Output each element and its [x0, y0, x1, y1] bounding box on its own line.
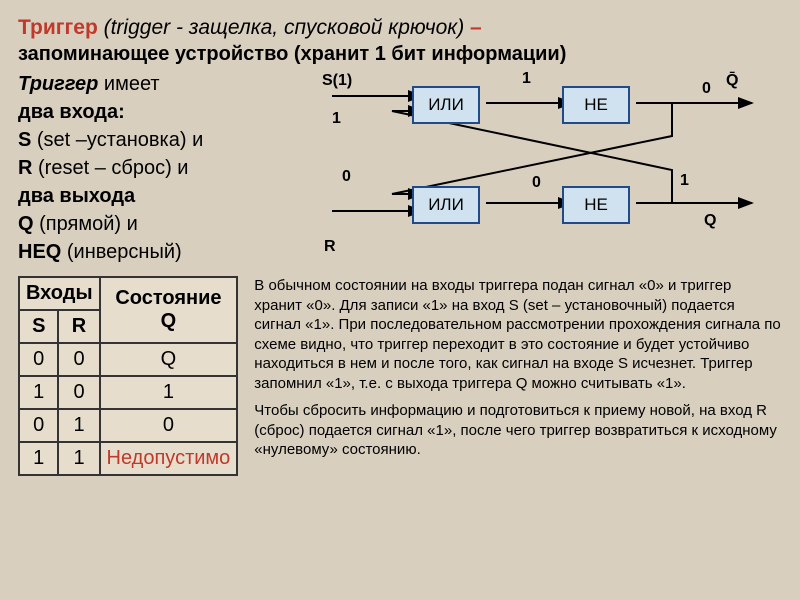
l7b: (инверсный) — [61, 241, 181, 263]
label-0-mid: 0 — [532, 174, 541, 192]
cell: Q — [100, 343, 238, 376]
label-Q: Q — [704, 212, 716, 230]
l6a: Q — [18, 213, 34, 235]
title-etym: (trigger - защелка, спусковой крючок) — [104, 16, 465, 39]
inputs-description: Триггер имеет два входа: S (set –установ… — [18, 70, 288, 266]
label-S: S(1) — [322, 72, 352, 90]
l2: два входа: — [18, 98, 288, 126]
l6b: (прямой) и — [34, 213, 138, 235]
th-state-q: Q — [161, 310, 177, 332]
gate-not1: НЕ — [562, 86, 630, 124]
cell-invalid: Недопустимо — [100, 442, 238, 475]
cell: 1 — [58, 409, 99, 442]
l4b: (reset – сброс) и — [32, 157, 188, 179]
trigger-diagram: ИЛИ НЕ ИЛИ НЕ S(1) 1 0 1 0 0 1 Q R Q̄ — [302, 66, 782, 266]
cell: 0 — [100, 409, 238, 442]
label-1-top: 1 — [522, 70, 531, 88]
cell: 0 — [19, 409, 58, 442]
label-0-tr: 0 — [702, 80, 711, 98]
truth-table: Входы Состояние Q S R 0 0 Q 1 0 1 — [18, 276, 238, 476]
title-block: Триггер (trigger - защелка, спусковой кр… — [18, 14, 782, 66]
table-row: 1 0 1 — [19, 376, 237, 409]
title-definition: запоминающее устройство (хранит 1 бит ин… — [18, 43, 782, 66]
l4a: R — [18, 157, 32, 179]
title-dash: – — [470, 16, 482, 39]
cell: 0 — [58, 376, 99, 409]
l3a: S — [18, 129, 31, 151]
cell: 1 — [58, 442, 99, 475]
table-row: 1 1 Недопустимо — [19, 442, 237, 475]
th-inputs: Входы — [19, 277, 100, 310]
th-R: R — [58, 310, 99, 343]
table-row: 0 1 0 — [19, 409, 237, 442]
gate-not2: НЕ — [562, 186, 630, 224]
label-R: R — [324, 238, 336, 256]
para-2: Чтобы сбросить информацию и подготовитьс… — [254, 401, 782, 460]
title-word: Триггер — [18, 16, 98, 39]
cell: 1 — [100, 376, 238, 409]
label-Qbar: Q̄ — [726, 72, 738, 90]
l1b: имеет — [98, 73, 159, 95]
label-1-left: 1 — [332, 110, 341, 128]
table-row: 0 0 Q — [19, 343, 237, 376]
l5: два выхода — [18, 182, 288, 210]
l1a: Триггер — [18, 73, 98, 95]
cell: 1 — [19, 376, 58, 409]
cell: 0 — [58, 343, 99, 376]
label-1-right: 1 — [680, 172, 689, 190]
cell: 1 — [19, 442, 58, 475]
th-state: Состояние Q — [100, 277, 238, 343]
th-state-label: Состояние — [115, 287, 221, 309]
l7a: НЕQ — [18, 241, 61, 263]
th-S: S — [19, 310, 58, 343]
cell: 0 — [19, 343, 58, 376]
label-0-left: 0 — [342, 168, 351, 186]
explanation-paragraphs: В обычном состоянии на входы триггера по… — [254, 276, 782, 476]
para-1: В обычном состоянии на входы триггера по… — [254, 276, 782, 393]
gate-or2: ИЛИ — [412, 186, 480, 224]
gate-or1: ИЛИ — [412, 86, 480, 124]
l3b: (set –установка) и — [31, 129, 203, 151]
